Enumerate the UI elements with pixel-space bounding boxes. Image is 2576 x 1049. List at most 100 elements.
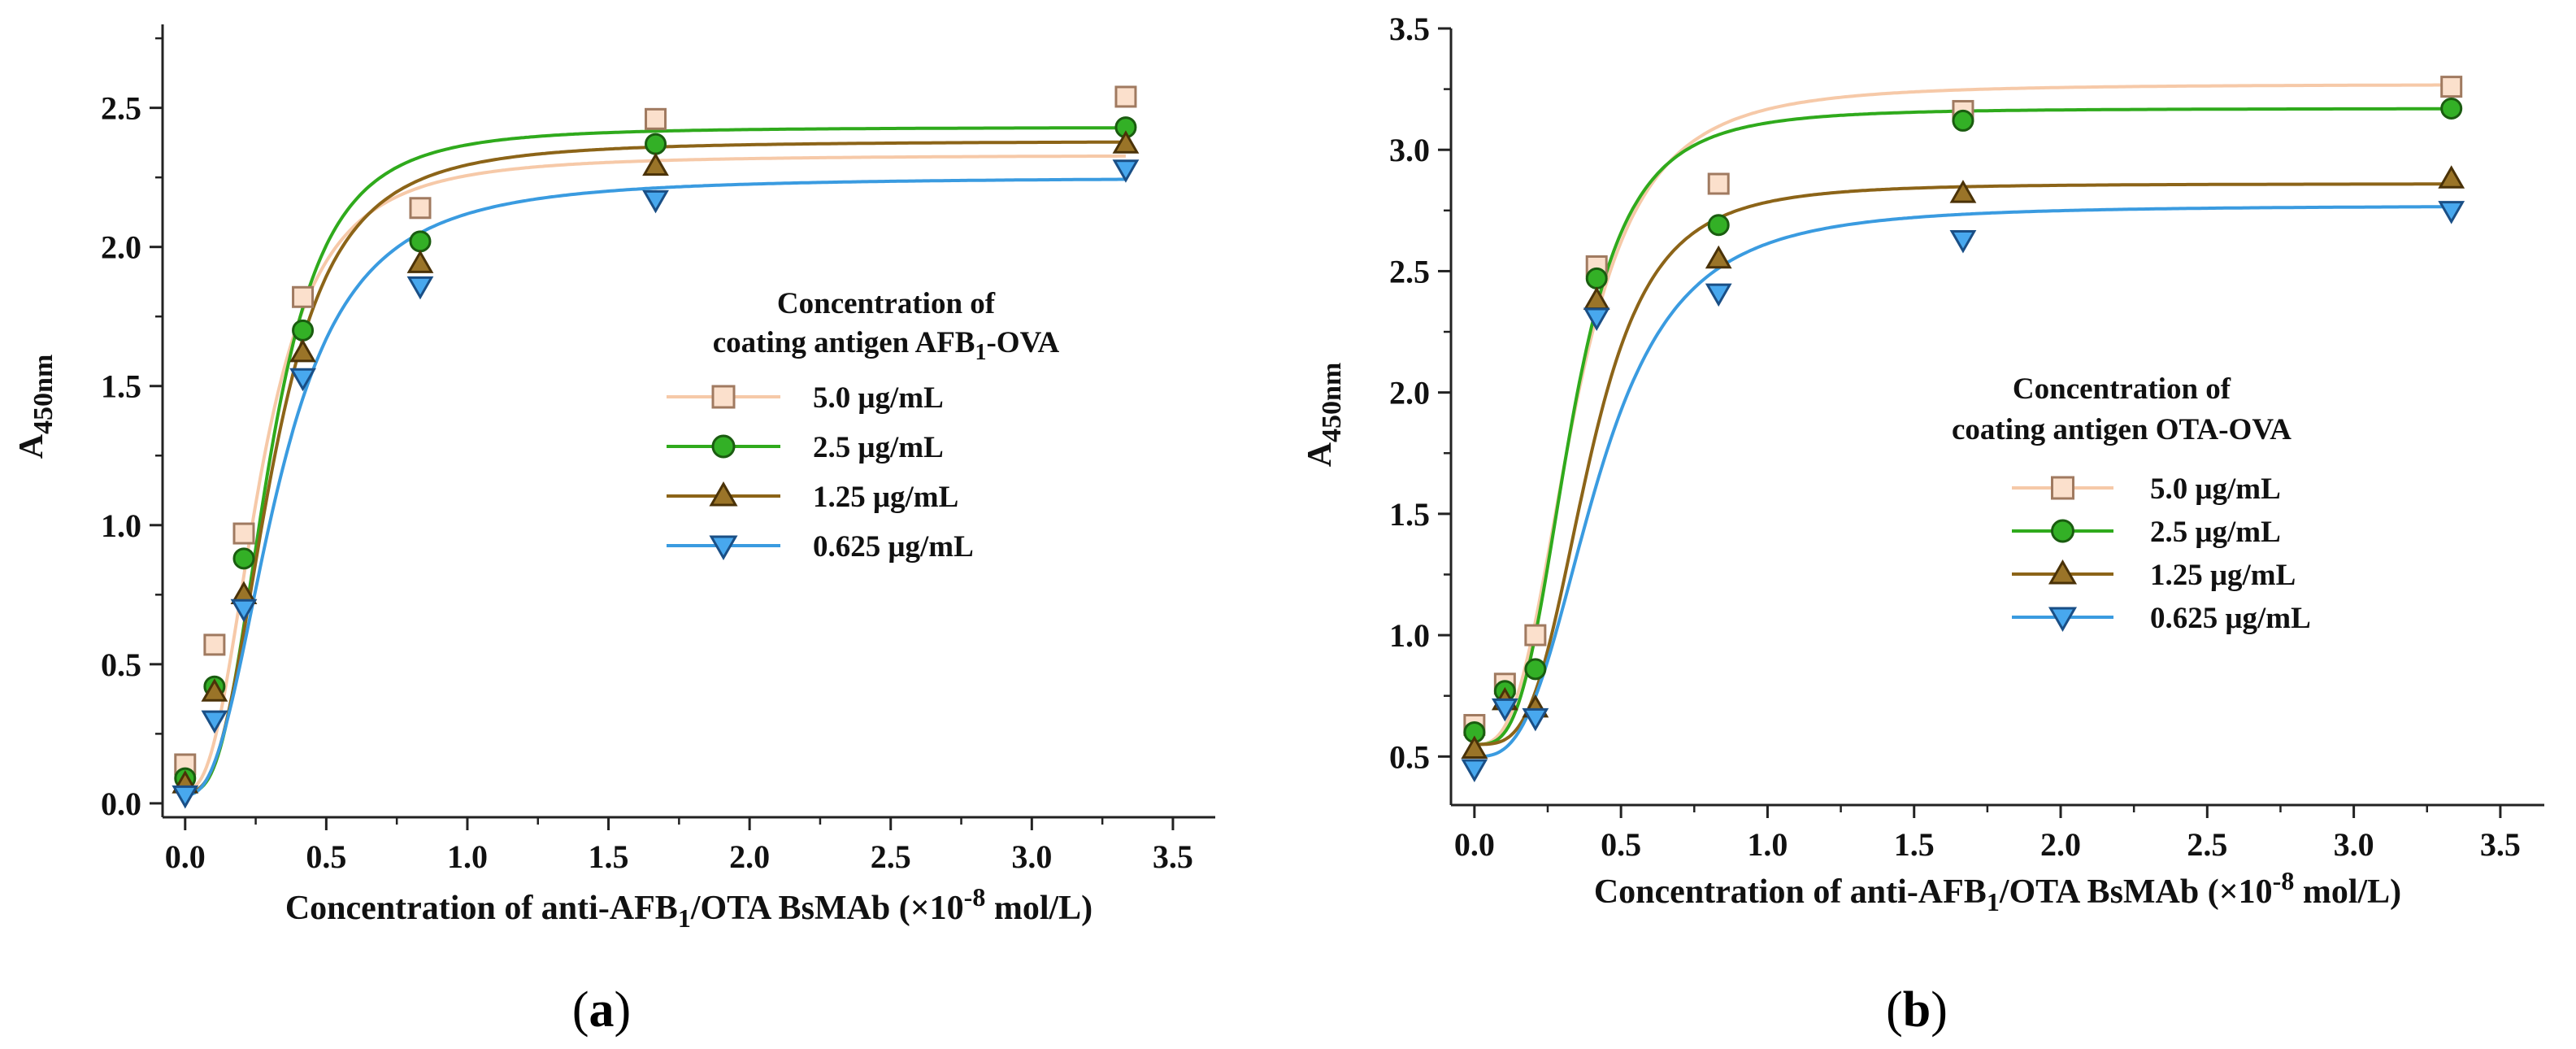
x-axis-title: Concentration of anti-AFB1/OTA BsMAb (×1… (1594, 866, 2401, 916)
data-point-s1-p3 (1585, 267, 1608, 289)
x-axis-title-mid: /OTA BsMAb (×10 (1999, 873, 2273, 911)
y-tick-label: 3.5 (1389, 11, 1430, 47)
y-axis-title-main: A (13, 433, 50, 459)
y-tick-label: 0.0 (101, 786, 141, 822)
x-axis-title-post: mol/L) (985, 890, 1093, 927)
legend-title-line2-pre: coating antigen AFB (713, 326, 975, 359)
data-point-s1-p2 (232, 547, 255, 570)
data-point-s2-p6 (2438, 165, 2465, 189)
x-axis-title-sup: -8 (964, 882, 986, 912)
x-axis-title-post: mol/L) (2294, 873, 2401, 911)
data-point-s3-p0 (172, 785, 199, 809)
data-point-s0-p3 (292, 285, 315, 308)
y-tick-label: 1.0 (101, 507, 141, 544)
legend-item-0: 5.0 μg/mL (667, 381, 944, 415)
chart-a: 0.0 0.5 1.0 1.5 2.0 2.5 3.0 3.5 0.0 0.5 1.0 1.5 2.0 2… (13, 24, 1215, 1038)
x-axis-title-mid: /OTA BsMAb (×10 (690, 890, 964, 927)
data-point-s2-p3 (289, 338, 316, 363)
legend-marker (709, 481, 738, 507)
y-tick-label: 2.0 (1389, 375, 1430, 411)
fit-curve-3 (1474, 205, 2452, 759)
data-point-s2-p5 (1949, 180, 1977, 203)
data-point-s3-p6 (1112, 159, 1140, 183)
data-point-s1-p5 (645, 133, 667, 155)
data-point-s2-p0 (1461, 735, 1488, 760)
x-tick-label: 1.5 (1894, 826, 1935, 863)
data-point-s0-p4 (1707, 172, 1730, 195)
y-axis-title-sub: 450nm (28, 355, 59, 434)
x-tick-label: 2.5 (871, 838, 911, 875)
x-tick-label: 3.5 (1153, 838, 1193, 875)
y-tick-label: 0.5 (1389, 738, 1430, 775)
x-axis-title-pre: Concentration of anti-AFB (285, 890, 678, 927)
y-axis-title-sub: 450nm (1317, 363, 1347, 442)
legend-label: 1.25 μg/mL (2150, 559, 2296, 592)
x-tick-label: 3.5 (2480, 826, 2521, 863)
legend-marker (2051, 476, 2074, 500)
data-point-s3-p1 (1491, 698, 1518, 722)
y-tick-label: 1.5 (101, 368, 141, 405)
y-tick-label: 3.0 (1389, 132, 1430, 168)
data-point-s0-p5 (645, 107, 667, 130)
legend-title-line2: coating antigen OTA-OVA (1952, 413, 2291, 446)
x-tick-label: 2.0 (2040, 826, 2081, 863)
legend-label: 0.625 μg/mL (2150, 602, 2311, 635)
y-tick-label: 0.5 (101, 646, 141, 683)
legend-label: 5.0 μg/mL (2150, 472, 2281, 506)
legend-label: 5.0 μg/mL (813, 381, 944, 415)
data-point-s0-p2 (232, 522, 255, 545)
data-point-s0-p2 (1524, 624, 1547, 646)
data-point-s1-p2 (1524, 658, 1547, 681)
fit-curve-3 (185, 177, 1126, 797)
x-tick-label: 0.5 (1601, 826, 1641, 863)
fit-curve-0 (1474, 83, 2452, 746)
data-point-s1-p6 (2440, 97, 2463, 120)
y-tick-label: 2.5 (101, 90, 141, 127)
legend-label: 2.5 μg/mL (813, 431, 944, 464)
panel-label-open: ( (572, 982, 589, 1038)
data-point-s3-p2 (1522, 707, 1549, 732)
data-point-s1-p3 (292, 319, 315, 342)
y-tick-label: 1.5 (1389, 496, 1430, 533)
legend-item-0: 5.0 μg/mL (2012, 472, 2281, 506)
legend-item-2: 1.25 μg/mL (2012, 559, 2296, 592)
legend-title-line2-sub: 1 (975, 340, 986, 365)
data-point-s2-p4 (1705, 245, 1732, 269)
legend-label: 1.25 μg/mL (813, 481, 958, 514)
y-axis-title-main: A (1301, 442, 1339, 467)
x-axis-title: Concentration of anti-AFB1/OTA BsMAb (×1… (285, 882, 1093, 933)
x-axis-title-sub: 1 (678, 903, 691, 933)
legend-marker (2051, 519, 2074, 543)
legend-label: 2.5 μg/mL (2150, 516, 2281, 549)
data-point-s3-p3 (1583, 307, 1610, 331)
legend-marker (2048, 559, 2078, 585)
panel-label-open: ( (1886, 982, 1903, 1038)
y-tick-label: 1.0 (1389, 617, 1430, 654)
legend-item-3: 0.625 μg/mL (667, 530, 974, 564)
legend-marker (711, 434, 736, 459)
legend-title-line1: Concentration of (777, 287, 996, 320)
fit-curve-0 (185, 154, 1126, 791)
data-point-s0-p6 (1114, 85, 1137, 108)
x-tick-label: 0.0 (1454, 826, 1495, 863)
panel-label-close: ) (1931, 982, 1948, 1038)
legend-marker (711, 385, 736, 409)
legend-title-line2-pre: coating antigen OTA-OVA (1952, 413, 2291, 446)
data-point-s0-p4 (409, 197, 432, 220)
data-point-s3-p1 (201, 710, 228, 734)
data-point-s0-p6 (2440, 76, 2463, 98)
panel-label-close: ) (615, 982, 632, 1038)
data-point-s0-p1 (203, 633, 226, 656)
data-point-s1-p5 (1952, 109, 1974, 132)
x-tick-label: 1.0 (1747, 826, 1788, 863)
x-tick-label: 0.0 (165, 838, 206, 875)
panel-label-letter: b (1903, 982, 1931, 1038)
data-point-s3-p6 (2438, 201, 2465, 224)
panel-label: (b) (1886, 982, 1948, 1038)
fit-curve-2 (1474, 182, 2452, 746)
x-tick-label: 3.0 (1011, 838, 1052, 875)
y-tick-label: 2.0 (101, 229, 141, 266)
x-axis-title-sup: -8 (2273, 866, 2295, 895)
x-axis-title-sub: 1 (1987, 887, 2000, 916)
